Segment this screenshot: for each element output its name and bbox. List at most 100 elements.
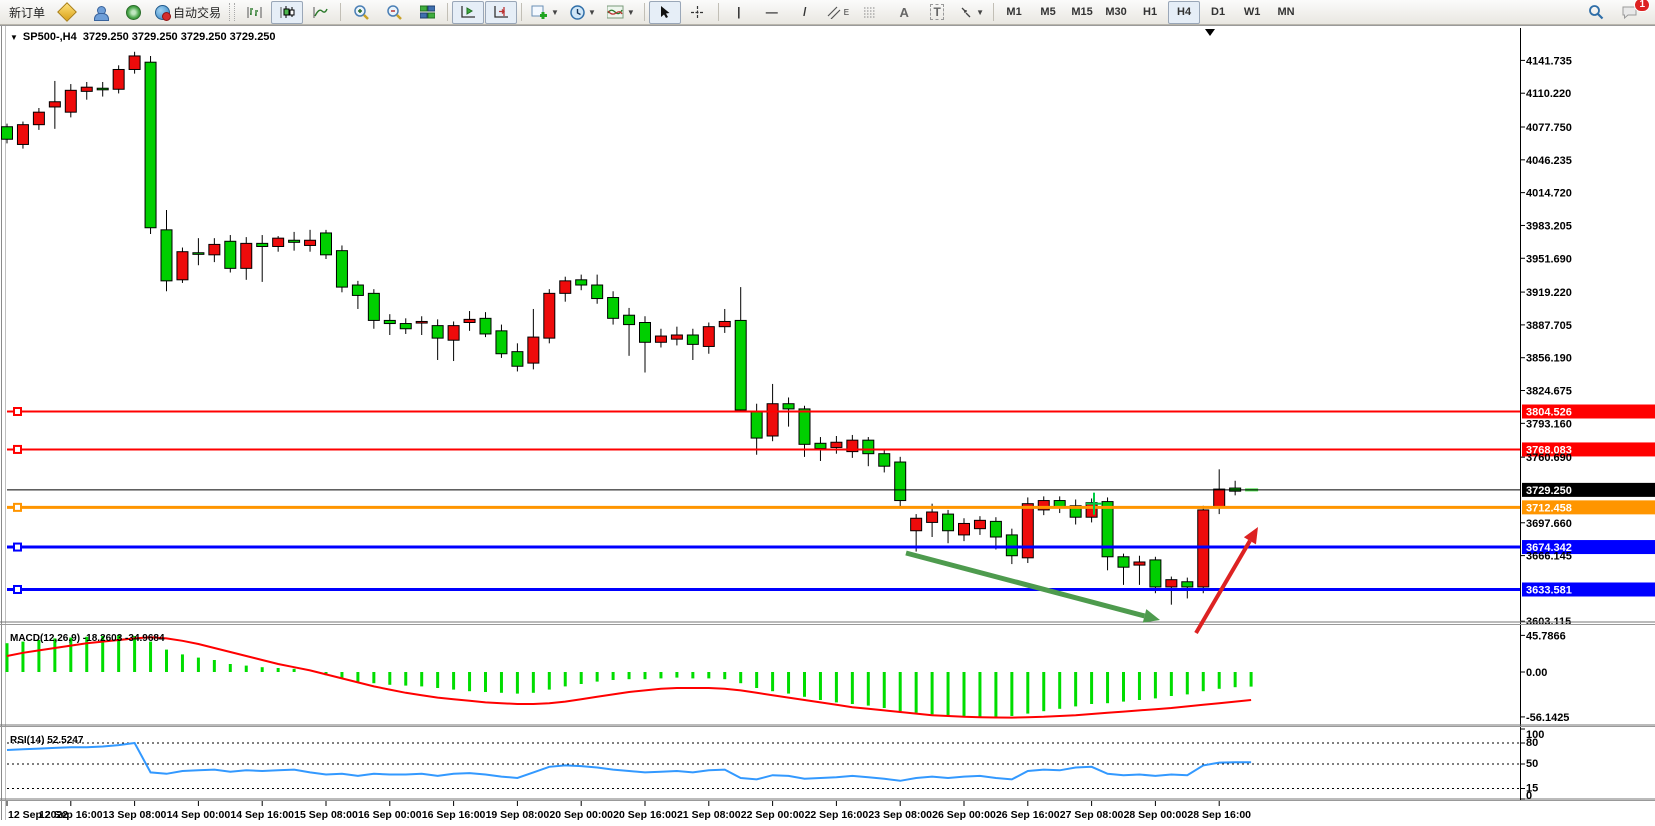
community-button[interactable] — [84, 1, 116, 24]
price-axis[interactable]: 4141.735 4110.220 4077.750 4046.235 4014.720… — [1520, 28, 1572, 800]
arrows-tool-button[interactable]: ▼ — [954, 1, 989, 24]
auto-scroll-button[interactable] — [452, 0, 485, 24]
chart-window[interactable]: 3804.526 3768.083 3712.458 3674.342 3633.581… — [0, 25, 1655, 826]
text-tool-button[interactable]: A — [888, 1, 920, 24]
mql5-market-button[interactable] — [51, 1, 83, 24]
horizontal-line-tool-button[interactable]: — — [756, 1, 788, 24]
timeframe-button-H4[interactable]: H4 — [1168, 0, 1201, 24]
line-handle[interactable] — [13, 407, 22, 416]
candle-body — [144, 61, 157, 229]
chart-symbol-period: SP500-,H4 — [22, 31, 77, 43]
clock-icon — [570, 4, 585, 20]
horizontal-line-3768.083[interactable]: 3768.083 — [7, 442, 1655, 457]
text-label-tool-button[interactable]: T — [921, 1, 953, 24]
time-tick-label: 12 Sep 2022 — [8, 809, 68, 821]
chat-button[interactable]: 1 — [1613, 0, 1650, 24]
channel-tool-button[interactable]: E — [822, 1, 854, 24]
chart-menu-caret-icon[interactable]: ▼ — [10, 33, 18, 42]
horizontal-line-3633.581[interactable]: 3633.581 — [7, 582, 1655, 597]
dropdown-caret-icon: ▼ — [976, 7, 985, 17]
cursor-tool-button[interactable] — [648, 0, 681, 24]
candle-body — [399, 323, 412, 330]
search-button[interactable] — [1580, 1, 1612, 24]
candle-body — [830, 441, 843, 448]
line-chart-icon — [313, 7, 328, 18]
time-tick-label: 14 Sep 16:00 — [230, 809, 294, 821]
candle-body — [1085, 502, 1098, 518]
vertical-line-tool-button[interactable]: | — [723, 1, 755, 24]
price-label-box — [1522, 500, 1655, 515]
tile-windows-button[interactable] — [411, 1, 443, 24]
candle — [431, 319, 444, 360]
candle — [463, 311, 476, 331]
line-handle[interactable] — [13, 502, 22, 512]
timeframe-button-M5[interactable]: M5 — [1040, 6, 1056, 18]
line-handle[interactable] — [13, 542, 22, 552]
candle — [1037, 496, 1050, 516]
toolbar-separator — [993, 3, 995, 21]
timeframe-button-MN[interactable]: MN — [1277, 6, 1295, 18]
candle — [1117, 553, 1130, 585]
candle — [942, 509, 955, 544]
candle-body — [272, 237, 285, 247]
candle — [1133, 555, 1146, 585]
bar-chart-mode-button[interactable] — [238, 1, 270, 24]
horizontal-line-3712.458[interactable]: 3712.458 — [7, 500, 1655, 515]
candle — [862, 437, 875, 467]
candle — [64, 84, 77, 118]
zoom-in-button[interactable] — [345, 1, 377, 24]
entry-cross-marker — [1086, 492, 1102, 515]
fibonacci-tool-button[interactable] — [855, 1, 887, 24]
time-tick-label: 15 Sep 08:00 — [294, 809, 358, 821]
timeframe-button-M15[interactable]: M15 — [1071, 6, 1093, 18]
timeframe-button-M1[interactable]: M1 — [1006, 6, 1022, 18]
chart-canvas[interactable]: 3804.526 3768.083 3712.458 3674.342 3633.581… — [0, 25, 1655, 826]
candle — [399, 318, 412, 334]
signal-button[interactable] — [117, 1, 149, 24]
line-chart-mode-button[interactable] — [304, 1, 336, 24]
candle — [208, 238, 221, 263]
candle — [96, 81, 109, 97]
rsi-label: RSI(14) 52.5247 — [10, 735, 84, 746]
arrow-shaft[interactable] — [1194, 539, 1252, 635]
price-tick-label: 3666.145 — [1526, 551, 1572, 563]
candle-body — [670, 334, 683, 340]
trendline-tool-button[interactable]: / — [789, 1, 821, 24]
timeframe-button-H1[interactable]: H1 — [1143, 6, 1158, 18]
horizontal-line-3804.526[interactable]: 3804.526 — [7, 404, 1655, 419]
candle-body — [176, 251, 189, 281]
timeframe-button-M30[interactable]: M30 — [1105, 6, 1127, 18]
candle-body — [351, 284, 364, 296]
rsi-line — [6, 741, 1252, 782]
horizontal-line-3674.342[interactable]: 3674.342 — [7, 540, 1655, 555]
arrow-shaft[interactable] — [905, 550, 1146, 619]
new-chart-icon — [531, 5, 548, 19]
price-tick-label: 3793.160 — [1526, 418, 1572, 430]
period-button[interactable]: ▼ — [565, 1, 601, 24]
search-icon — [1589, 5, 1604, 20]
auto-trading-button[interactable]: 自动交易 — [150, 1, 226, 24]
timeframe-button-D1[interactable]: D1 — [1211, 6, 1226, 18]
candle-body — [1101, 501, 1114, 558]
zoom-out-button[interactable] — [378, 1, 410, 24]
timeframe-button-W1[interactable]: W1 — [1243, 6, 1261, 18]
chart-shift-button[interactable] — [485, 0, 518, 24]
new-order-button[interactable]: 新订单 — [4, 1, 50, 24]
macd-tick-label: 0.00 — [1526, 667, 1547, 679]
indicators-button[interactable]: ▼ — [602, 1, 640, 24]
crosshair-tool-button[interactable] — [682, 1, 714, 24]
price-label-text: 3633.581 — [1526, 584, 1572, 596]
candle-body — [16, 124, 29, 145]
time-tick-label: 23 Sep 08:00 — [868, 809, 932, 821]
new-chart-button[interactable]: ▼ — [526, 1, 564, 24]
time-tick-label: 12 Sep 16:00 — [39, 809, 103, 821]
red-up-arrow[interactable] — [1194, 527, 1258, 635]
globe-icon — [155, 4, 172, 21]
green-down-arrow[interactable] — [905, 550, 1160, 623]
line-handle[interactable] — [13, 444, 22, 454]
candle — [320, 229, 332, 259]
candlestick-mode-button[interactable] — [271, 0, 304, 24]
line-handle[interactable] — [13, 584, 22, 594]
candle-body — [32, 111, 45, 126]
